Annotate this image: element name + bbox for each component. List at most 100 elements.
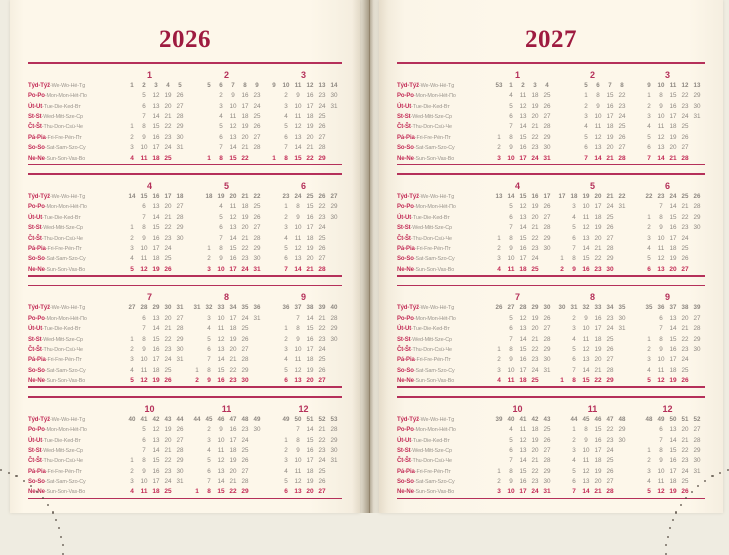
week-number-cell[interactable]: 26 (318, 193, 326, 201)
week-number-cell[interactable]: 42 (152, 415, 160, 423)
week-number-cell[interactable]: 4 (166, 81, 170, 89)
day-cell[interactable]: 17 (229, 314, 237, 322)
day-cell[interactable]: 2 (284, 335, 288, 343)
day-cell[interactable]: 25 (241, 325, 249, 333)
day-cell[interactable]: 15 (294, 154, 302, 162)
day-cell[interactable]: 9 (509, 245, 513, 253)
week-number-cell[interactable]: 5 (207, 81, 211, 89)
day-cell[interactable]: 13 (217, 467, 225, 475)
day-cell[interactable]: 19 (229, 335, 237, 343)
week-number-cell[interactable]: 53 (495, 81, 503, 89)
day-cell[interactable]: 14 (152, 213, 160, 221)
week-number-cell[interactable]: 17 (164, 193, 172, 201)
day-cell[interactable]: 7 (142, 213, 146, 221)
day-cell[interactable]: 17 (519, 154, 527, 162)
day-cell[interactable]: 4 (497, 265, 501, 273)
day-cell[interactable]: 19 (669, 255, 677, 263)
week-number-cell[interactable]: 3 (533, 81, 537, 89)
day-cell[interactable]: 10 (217, 436, 225, 444)
day-cell[interactable]: 9 (659, 345, 663, 353)
day-cell[interactable]: 26 (681, 255, 689, 263)
day-cell[interactable]: 3 (284, 457, 288, 465)
day-cell[interactable]: 22 (618, 92, 626, 100)
week-number-cell[interactable]: 45 (582, 415, 590, 423)
week-number-cell[interactable]: 2 (142, 81, 146, 89)
day-cell[interactable]: 25 (318, 234, 326, 242)
day-cell[interactable]: 19 (531, 314, 539, 322)
day-cell[interactable]: 6 (207, 467, 211, 475)
day-cell[interactable]: 4 (584, 123, 588, 131)
day-cell[interactable]: 2 (647, 224, 651, 232)
day-cell[interactable]: 9 (509, 478, 513, 486)
day-cell[interactable]: 30 (241, 377, 249, 385)
day-cell[interactable]: 26 (543, 436, 551, 444)
day-cell[interactable]: 4 (647, 245, 651, 253)
day-cell[interactable]: 12 (594, 133, 602, 141)
day-cell[interactable]: 28 (618, 154, 626, 162)
day-cell[interactable]: 4 (284, 234, 288, 242)
day-cell[interactable]: 17 (669, 467, 677, 475)
day-cell[interactable]: 16 (241, 92, 249, 100)
day-cell[interactable]: 9 (207, 377, 211, 385)
week-number-cell[interactable]: 17 (543, 193, 551, 201)
day-cell[interactable]: 27 (176, 203, 184, 211)
week-number-cell[interactable]: 30 (558, 304, 566, 312)
day-cell[interactable]: 25 (164, 366, 172, 374)
week-number-cell[interactable]: 7 (231, 81, 235, 89)
week-number-cell[interactable]: 36 (282, 304, 290, 312)
day-cell[interactable]: 21 (531, 224, 539, 232)
day-cell[interactable]: 17 (606, 112, 614, 120)
day-cell[interactable]: 17 (306, 224, 314, 232)
week-number-cell[interactable]: 6 (219, 81, 223, 89)
day-cell[interactable]: 1 (195, 366, 199, 374)
day-cell[interactable]: 7 (207, 356, 211, 364)
day-cell[interactable]: 29 (253, 245, 261, 253)
day-cell[interactable]: 21 (531, 457, 539, 465)
day-cell[interactable]: 15 (229, 154, 237, 162)
day-cell[interactable]: 20 (531, 112, 539, 120)
day-cell[interactable]: 26 (543, 203, 551, 211)
day-cell[interactable]: 19 (669, 377, 677, 385)
day-cell[interactable]: 24 (618, 112, 626, 120)
day-cell[interactable]: 2 (497, 245, 501, 253)
day-cell[interactable]: 11 (294, 234, 302, 242)
week-number-cell[interactable]: 42 (531, 415, 539, 423)
week-number-cell[interactable]: 43 (543, 415, 551, 423)
week-number-cell[interactable]: 40 (128, 415, 136, 423)
week-number-cell[interactable]: 17 (558, 193, 566, 201)
day-cell[interactable]: 5 (142, 426, 146, 434)
day-cell[interactable]: 13 (519, 325, 527, 333)
week-number-cell[interactable]: 36 (253, 304, 261, 312)
day-cell[interactable]: 31 (618, 325, 626, 333)
day-cell[interactable]: 8 (596, 92, 600, 100)
day-cell[interactable]: 1 (284, 436, 288, 444)
day-cell[interactable]: 1 (572, 426, 576, 434)
day-cell[interactable]: 27 (318, 133, 326, 141)
day-cell[interactable]: 26 (606, 467, 614, 475)
day-cell[interactable]: 17 (519, 488, 527, 496)
day-cell[interactable]: 18 (594, 335, 602, 343)
day-cell[interactable]: 11 (140, 154, 148, 162)
day-cell[interactable]: 6 (142, 314, 146, 322)
week-number-cell[interactable]: 27 (330, 193, 338, 201)
day-cell[interactable]: 13 (294, 488, 302, 496)
day-cell[interactable]: 27 (543, 112, 551, 120)
day-cell[interactable]: 30 (618, 314, 626, 322)
day-cell[interactable]: 3 (647, 467, 651, 475)
day-cell[interactable]: 5 (572, 224, 576, 232)
day-cell[interactable]: 24 (164, 356, 172, 364)
day-cell[interactable]: 7 (207, 478, 211, 486)
day-cell[interactable]: 25 (164, 488, 172, 496)
day-cell[interactable]: 17 (519, 255, 527, 263)
day-cell[interactable]: 10 (140, 356, 148, 364)
day-cell[interactable]: 14 (519, 335, 527, 343)
day-cell[interactable]: 16 (306, 92, 314, 100)
week-number-cell[interactable]: 16 (152, 193, 160, 201)
day-cell[interactable]: 21 (318, 314, 326, 322)
day-cell[interactable]: 8 (584, 426, 588, 434)
day-cell[interactable]: 27 (606, 356, 614, 364)
day-cell[interactable]: 13 (152, 314, 160, 322)
week-number-cell[interactable]: 36 (657, 304, 665, 312)
day-cell[interactable]: 23 (253, 92, 261, 100)
day-cell[interactable]: 6 (572, 234, 576, 242)
